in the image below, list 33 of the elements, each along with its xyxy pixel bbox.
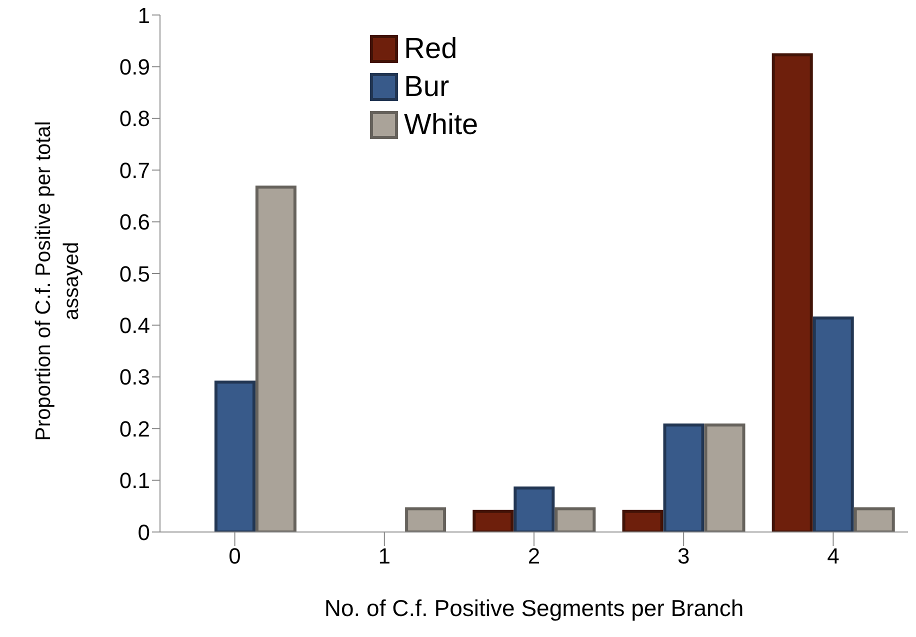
bar xyxy=(663,423,704,532)
y-tick-label: 1 xyxy=(138,2,150,28)
y-tick-label: 0.1 xyxy=(119,468,150,494)
y-tick-label: 0.4 xyxy=(119,313,150,338)
x-tick-label: 2 xyxy=(528,544,540,569)
y-tick-label: 0.3 xyxy=(119,364,150,390)
bar xyxy=(514,486,555,532)
bar xyxy=(405,507,446,532)
bar xyxy=(772,53,813,532)
x-axis-title: No. of C.f. Positive Segments per Branch xyxy=(324,595,744,621)
y-axis-title: Proportion of C.f. Positive per total assayed xyxy=(31,120,84,443)
x-tick-label: 0 xyxy=(228,544,241,569)
legend-label: White xyxy=(404,108,478,143)
bar xyxy=(854,507,895,532)
y-tick-label: 0.2 xyxy=(119,416,150,442)
bar xyxy=(214,380,256,532)
legend-label: Red xyxy=(404,32,458,67)
bar xyxy=(704,423,746,532)
y-tick-label: 0 xyxy=(138,520,150,545)
legend-label: Bur xyxy=(404,70,450,105)
bar xyxy=(622,510,664,532)
y-tick-label: 0.9 xyxy=(119,54,150,80)
y-tick-label: 0.7 xyxy=(119,158,150,183)
y-tick-label: 0.8 xyxy=(119,106,150,132)
x-tick-label: 3 xyxy=(677,544,690,569)
bar xyxy=(554,507,596,532)
bar xyxy=(472,510,514,532)
y-tick-label: 0.6 xyxy=(119,210,150,235)
y-tick-label: 0.5 xyxy=(119,261,150,286)
x-tick-label: 4 xyxy=(827,544,840,569)
x-tick-label: 1 xyxy=(378,544,391,569)
bar xyxy=(255,186,296,532)
bar xyxy=(812,316,854,532)
